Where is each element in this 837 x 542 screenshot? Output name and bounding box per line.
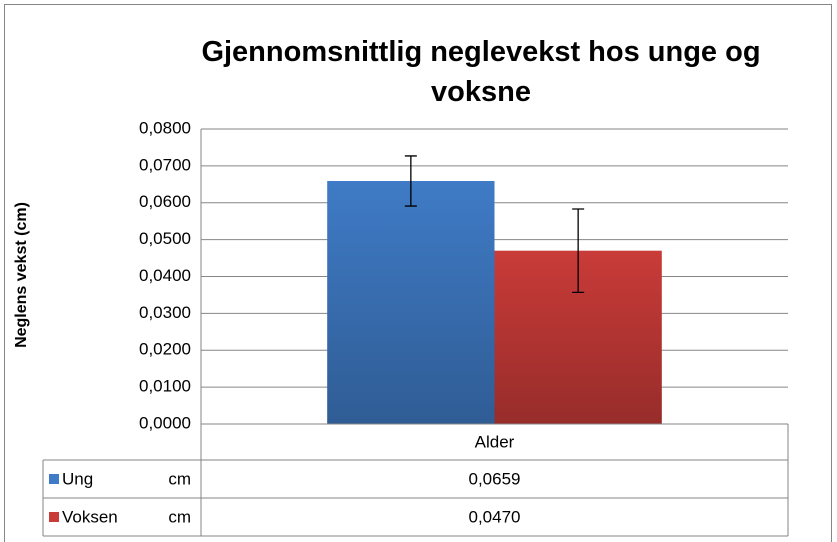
legend-unit: cm — [168, 507, 191, 526]
y-tick-label: 0,0200 — [139, 340, 191, 359]
error-bar — [404, 155, 417, 207]
legend-label: Voksen — [62, 507, 118, 526]
y-axis-label: Neglens vekst (cm) — [13, 202, 30, 348]
y-tick-label: 0,0700 — [139, 155, 191, 174]
data-label: 0,0470 — [469, 507, 521, 526]
y-tick-label: 0,0000 — [139, 413, 191, 432]
legend-label: Ung — [62, 469, 93, 488]
chart-title: Gjennomsnittlig neglevekst hos unge og v… — [201, 36, 761, 108]
legend-swatch — [49, 512, 59, 522]
data-label: 0,0659 — [469, 469, 521, 488]
error-bar — [572, 208, 585, 294]
chart-frame — [4, 4, 832, 542]
legend-unit: cm — [168, 469, 191, 488]
y-tick-label: 0,0800 — [139, 118, 191, 137]
y-tick-label: 0,0500 — [139, 229, 191, 248]
y-tick-label: 0,0600 — [139, 192, 191, 211]
legend-swatch — [49, 474, 59, 484]
y-tick-label: 0,0400 — [139, 266, 191, 285]
y-tick-label: 0,0100 — [139, 377, 191, 396]
x-tick-label: Alder — [475, 432, 515, 451]
y-tick-label: 0,0300 — [139, 303, 191, 322]
bar-shade — [327, 180, 495, 424]
